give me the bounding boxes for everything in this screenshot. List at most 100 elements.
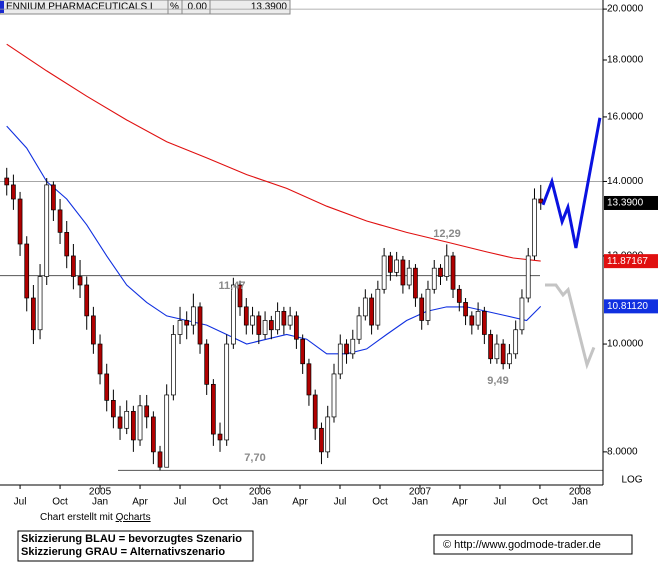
credit: Chart erstellt mit Qcharts bbox=[40, 512, 151, 523]
candle-body bbox=[331, 373, 337, 418]
candle-body bbox=[124, 410, 130, 429]
y-tick-label: 8.0000 bbox=[607, 447, 638, 458]
candle-body bbox=[469, 315, 475, 326]
ma-end-label: 11.87167 bbox=[607, 256, 648, 267]
candle-body bbox=[64, 232, 70, 257]
copyright: © http://www.godmode-trader.de bbox=[443, 539, 601, 551]
annotation: 12,29 bbox=[433, 228, 461, 240]
candle-body bbox=[256, 315, 262, 335]
y-tick-label: 20.0000 bbox=[607, 4, 644, 15]
candle-body bbox=[91, 315, 96, 345]
x-tick-label: Jul bbox=[174, 497, 187, 508]
year-label: 2008 bbox=[569, 487, 592, 498]
y-tick-label: 16.0000 bbox=[607, 112, 644, 123]
candle-body bbox=[532, 198, 537, 257]
plot: 20.000018.000016.000014.000012.000010.00… bbox=[0, 4, 658, 508]
x-tick-label: Apr bbox=[292, 497, 308, 508]
candle-body bbox=[456, 288, 462, 303]
candle-body bbox=[17, 198, 23, 245]
candle-body bbox=[77, 276, 83, 286]
candle-body bbox=[425, 288, 431, 321]
candle-body bbox=[300, 338, 306, 365]
candle-body bbox=[337, 343, 343, 375]
candle-body bbox=[204, 343, 210, 385]
candle-body bbox=[450, 255, 456, 290]
candle-body bbox=[177, 320, 183, 335]
x-tick-label: Jan bbox=[412, 497, 428, 508]
candle-body bbox=[211, 383, 216, 435]
header-pct: % bbox=[170, 2, 179, 13]
candle-body bbox=[151, 416, 156, 453]
candle-body bbox=[131, 410, 136, 441]
candle-body bbox=[262, 320, 268, 335]
ma-end-label: 10.81120 bbox=[607, 301, 648, 312]
candle-body bbox=[44, 184, 50, 277]
moving-average bbox=[6, 43, 541, 262]
candle-body bbox=[24, 243, 30, 299]
candle-body bbox=[51, 184, 56, 211]
candle-body bbox=[84, 284, 90, 317]
header-change: 0.00 bbox=[188, 2, 208, 13]
y-tick-label: 18.0000 bbox=[607, 55, 644, 66]
candle-body bbox=[513, 329, 519, 355]
candle-body bbox=[362, 297, 368, 317]
candle-body bbox=[230, 284, 236, 345]
annotation: 9,49 bbox=[487, 375, 508, 387]
header-symbol: ENNIUM PHARMACEUTICALS I bbox=[6, 2, 153, 13]
candle-body bbox=[306, 363, 312, 396]
candle-body bbox=[438, 267, 443, 277]
last-price-label: 13.3900 bbox=[607, 198, 644, 209]
candle-body bbox=[388, 255, 393, 273]
year-label: 2005 bbox=[89, 487, 112, 498]
x-tick-label: Jan bbox=[92, 497, 108, 508]
annotation: 7,70 bbox=[244, 452, 265, 464]
candle-body bbox=[191, 306, 196, 326]
ma-end-box bbox=[604, 299, 658, 314]
x-tick-label: Jul bbox=[14, 497, 27, 508]
candle-body bbox=[394, 259, 399, 273]
candle-body bbox=[157, 451, 163, 468]
candle-body bbox=[243, 306, 249, 326]
candle-body bbox=[507, 353, 512, 365]
candle-body bbox=[375, 288, 381, 326]
legend-line: Skizzierung BLAU = bevorzugtes Szenario bbox=[21, 533, 242, 545]
x-tick-label: Jan bbox=[572, 497, 588, 508]
candle-body bbox=[406, 267, 412, 286]
candle-body bbox=[444, 255, 450, 277]
candle-body bbox=[431, 267, 437, 290]
candle-body bbox=[500, 343, 506, 365]
x-tick-label: Oct bbox=[212, 497, 228, 508]
candle-body bbox=[312, 394, 318, 429]
x-tick-label: Oct bbox=[532, 497, 548, 508]
candle-body bbox=[237, 284, 243, 308]
ma-end-box bbox=[604, 254, 658, 269]
scale-label: LOG bbox=[621, 475, 642, 486]
candle-body bbox=[31, 297, 36, 331]
candle-body bbox=[144, 405, 150, 418]
candle-body bbox=[475, 311, 481, 326]
credit-link[interactable]: Qcharts bbox=[116, 512, 151, 523]
year-label: 2006 bbox=[249, 487, 272, 498]
x-tick-label: Jan bbox=[252, 497, 268, 508]
candle-body bbox=[287, 315, 293, 326]
copyright-box bbox=[433, 534, 633, 555]
candle-body bbox=[4, 177, 10, 186]
candle-body bbox=[488, 334, 493, 360]
scenario-line bbox=[545, 283, 596, 370]
candle-body bbox=[538, 198, 544, 204]
scenario-line bbox=[541, 117, 602, 249]
candle-body bbox=[519, 297, 525, 331]
candle-body bbox=[171, 334, 176, 396]
candle-body bbox=[137, 405, 143, 441]
candle-body bbox=[117, 416, 123, 429]
moving-average bbox=[6, 125, 542, 355]
y-tick-label: 14.0000 bbox=[607, 176, 644, 187]
candle-body bbox=[224, 343, 230, 441]
candle-body bbox=[281, 311, 287, 326]
header-last: 13.3900 bbox=[251, 2, 288, 13]
y-tick-label: 10.0000 bbox=[607, 339, 644, 350]
candle-body bbox=[275, 311, 280, 331]
candle-body bbox=[350, 338, 356, 355]
